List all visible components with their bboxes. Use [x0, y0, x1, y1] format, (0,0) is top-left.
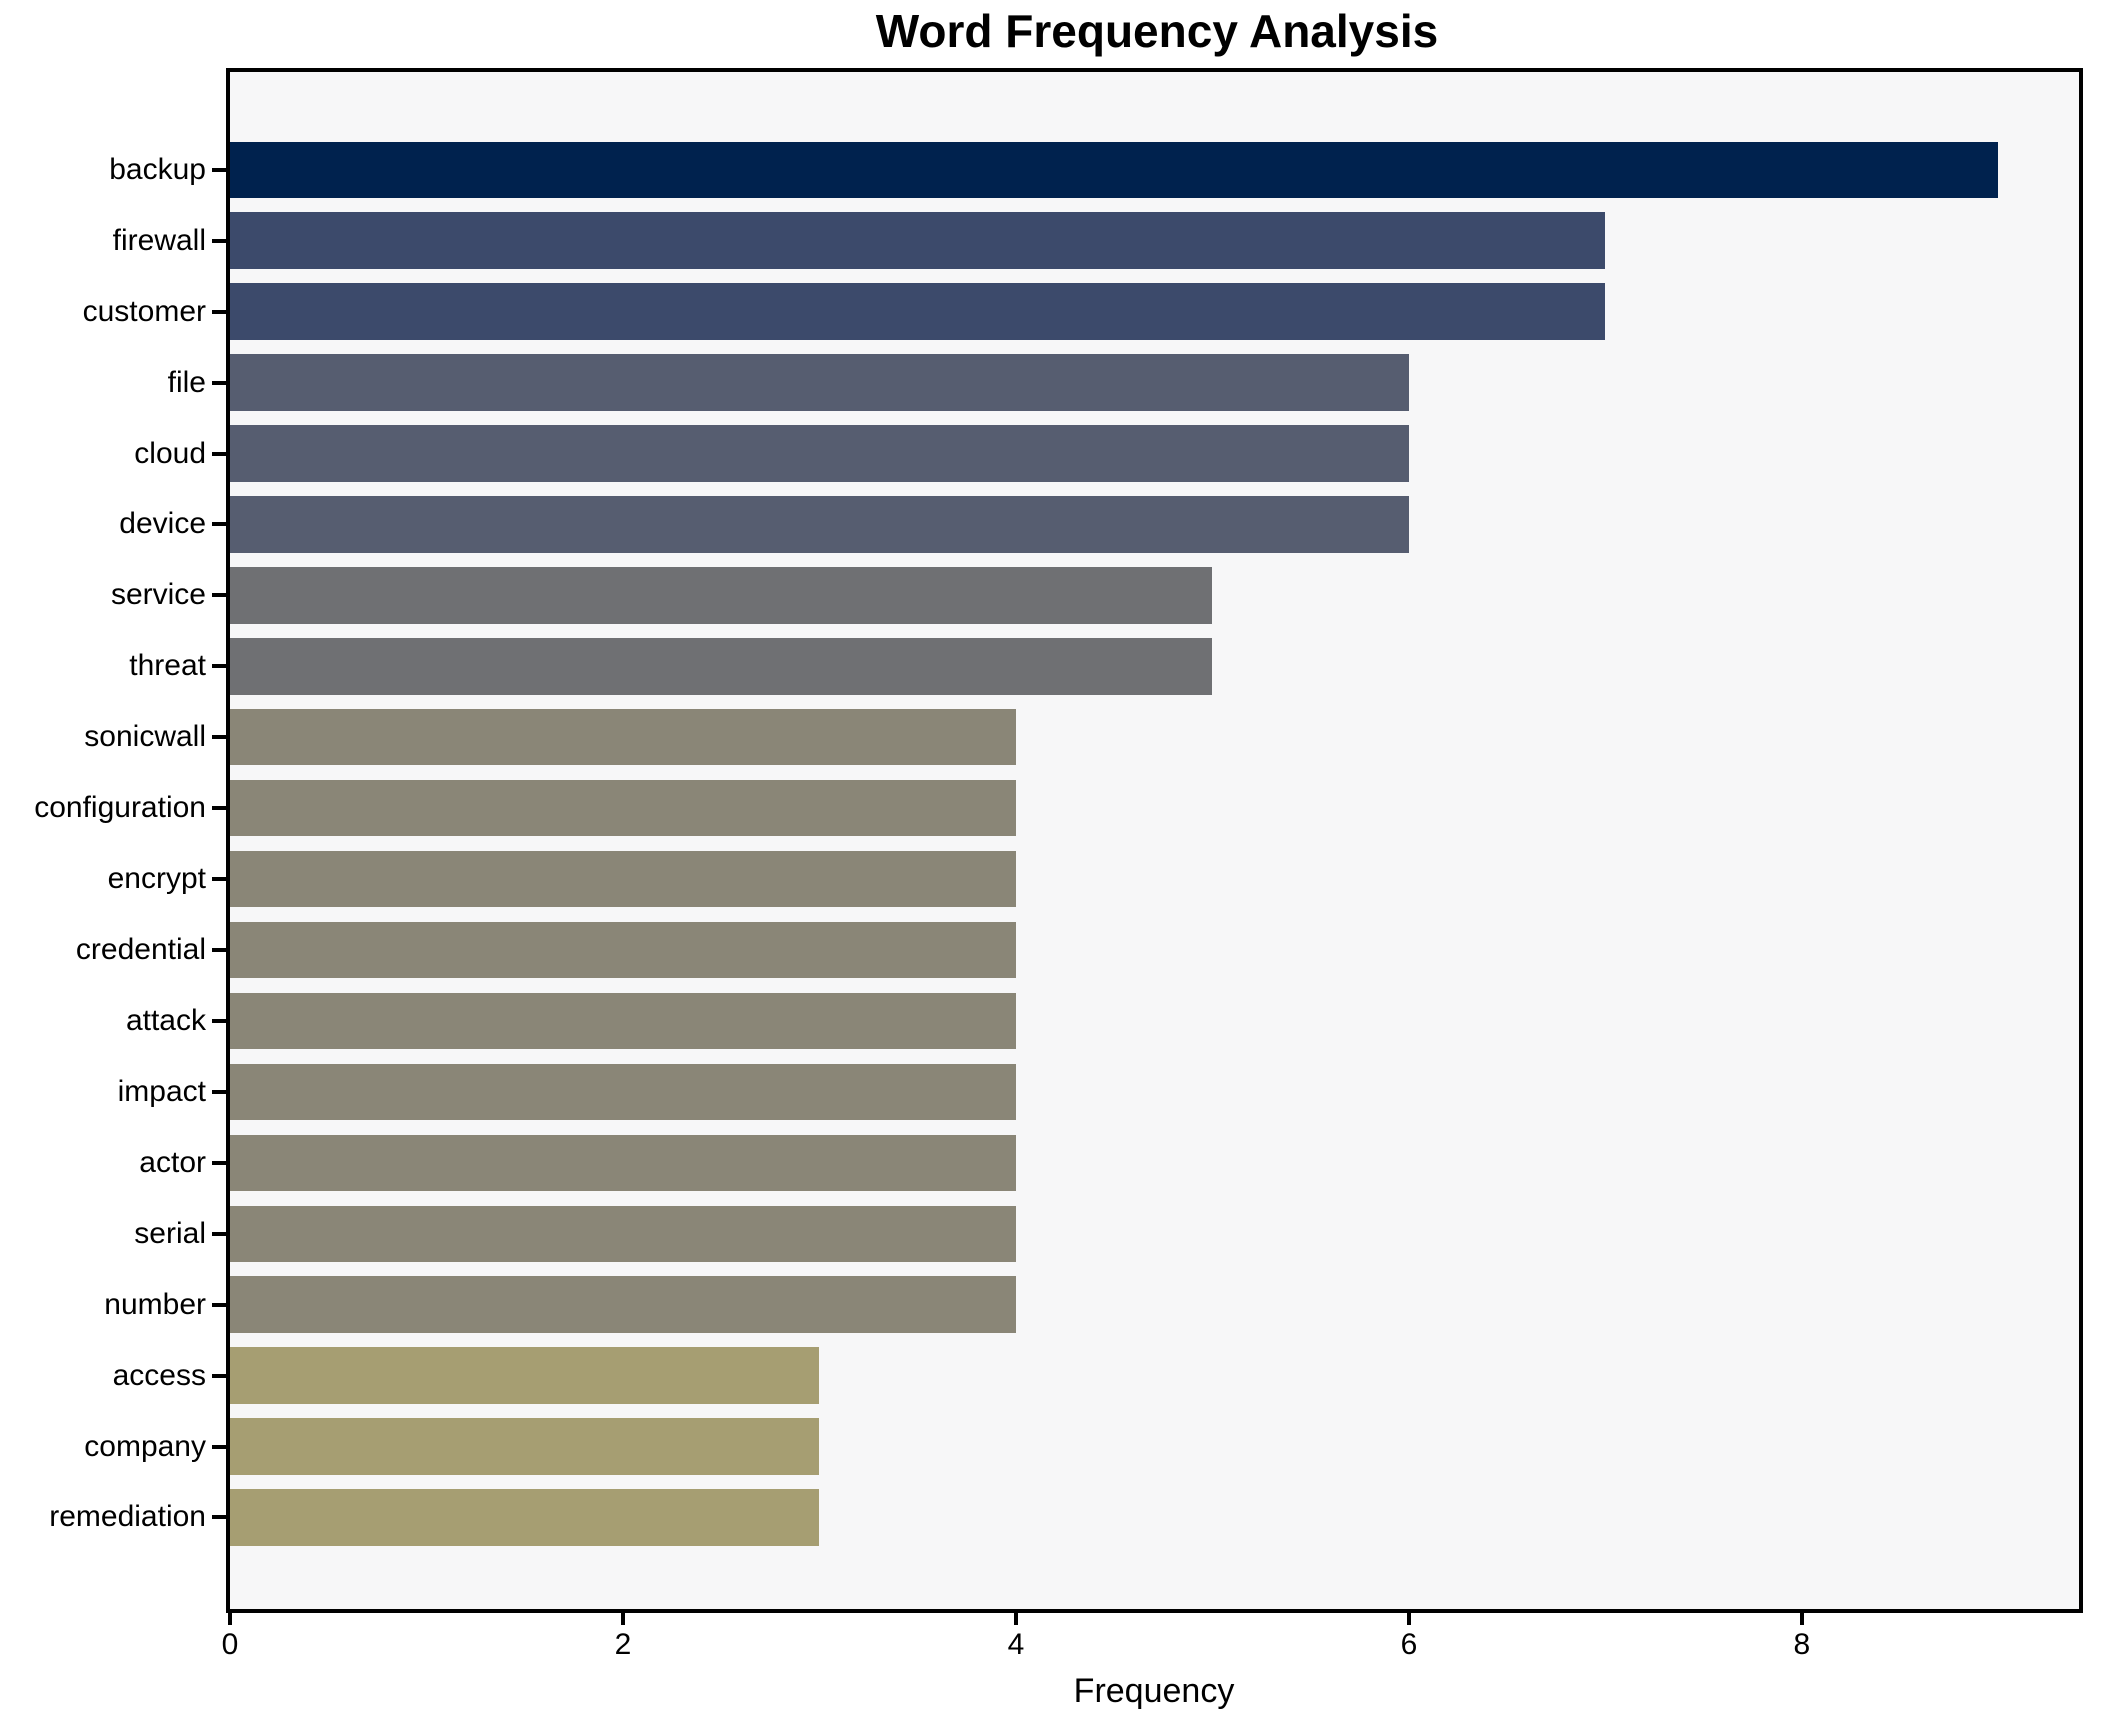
bar-backup: [230, 141, 1999, 198]
y-tick-mark: [212, 1089, 226, 1094]
plot-area: [226, 68, 2083, 1613]
x-tick-label-0: 0: [221, 1628, 239, 1661]
y-tick-label-serial: serial: [134, 1216, 206, 1250]
y-tick-label-customer: customer: [82, 294, 206, 328]
y-tick-mark: [212, 167, 226, 172]
bar-encrypt: [230, 850, 1016, 908]
bar-serial: [230, 1205, 1016, 1262]
bar-configuration: [230, 779, 1016, 837]
y-tick-mark: [212, 309, 226, 314]
bar-file: [230, 354, 1409, 411]
bar-customer: [230, 283, 1606, 340]
bar-number: [230, 1276, 1016, 1333]
y-tick-mark: [212, 451, 226, 456]
bar-credential: [230, 921, 1016, 979]
x-axis-label: Frequency: [1073, 1672, 1235, 1710]
x-tick-mark: [228, 1613, 232, 1625]
y-tick-mark: [212, 1018, 226, 1023]
y-tick-label-device: device: [119, 507, 206, 541]
y-tick-mark: [212, 522, 226, 527]
y-tick-label-access: access: [112, 1358, 206, 1392]
x-tick-mark: [1014, 1613, 1018, 1625]
y-tick-label-actor: actor: [139, 1145, 206, 1179]
y-tick-mark: [212, 1302, 226, 1307]
y-tick-mark: [212, 1160, 226, 1165]
y-tick-label-configuration: configuration: [34, 791, 206, 825]
x-tick-mark: [1407, 1613, 1411, 1625]
y-tick-label-company: company: [84, 1429, 206, 1463]
y-tick-mark: [212, 735, 226, 740]
bar-company: [230, 1418, 820, 1475]
y-tick-mark: [212, 1444, 226, 1449]
bar-impact: [230, 1063, 1016, 1121]
bar-actor: [230, 1134, 1016, 1191]
y-tick-mark: [212, 1231, 226, 1236]
y-tick-label-firewall: firewall: [112, 223, 206, 257]
y-tick-label-encrypt: encrypt: [107, 862, 206, 896]
y-tick-label-file: file: [167, 365, 206, 399]
bar-sonicwall: [230, 708, 1016, 766]
bar-device: [230, 496, 1409, 553]
chart-title: Word Frequency Analysis: [875, 5, 1439, 57]
y-tick-label-sonicwall: sonicwall: [84, 720, 206, 754]
y-tick-mark: [212, 380, 226, 385]
y-tick-label-attack: attack: [125, 1003, 206, 1037]
bar-cloud: [230, 425, 1409, 482]
y-tick-label-number: number: [104, 1287, 206, 1321]
x-tick-mark: [1799, 1613, 1804, 1625]
y-tick-label-cloud: cloud: [134, 436, 206, 470]
y-tick-mark: [212, 877, 226, 882]
x-tick-label-6: 6: [1400, 1628, 1418, 1661]
bar-remediation: [230, 1489, 820, 1546]
bar-attack: [230, 992, 1016, 1050]
y-tick-mark: [212, 664, 226, 669]
y-tick-label-remediation: remediation: [49, 1500, 206, 1534]
y-tick-mark: [212, 1515, 226, 1520]
bar-threat: [230, 638, 1213, 695]
bar-firewall: [230, 212, 1606, 269]
x-tick-label-8: 8: [1793, 1628, 1811, 1661]
y-tick-label-threat: threat: [129, 649, 206, 683]
x-tick-mark: [621, 1613, 625, 1625]
x-tick-label-2: 2: [614, 1628, 632, 1661]
x-tick-label-4: 4: [1007, 1628, 1025, 1661]
y-tick-label-impact: impact: [117, 1074, 206, 1108]
y-tick-mark: [212, 1373, 226, 1378]
y-tick-mark: [212, 238, 226, 243]
y-tick-label-credential: credential: [75, 933, 206, 966]
bar-service: [230, 567, 1213, 624]
y-tick-label-service: service: [110, 578, 206, 612]
y-tick-mark: [212, 806, 226, 811]
y-tick-label-backup: backup: [109, 152, 206, 186]
y-tick-mark: [212, 948, 226, 952]
bar-access: [230, 1347, 820, 1404]
y-tick-mark: [212, 593, 226, 598]
